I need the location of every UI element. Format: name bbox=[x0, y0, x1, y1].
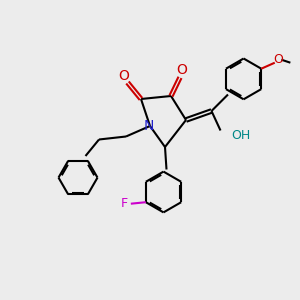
Text: O: O bbox=[118, 69, 129, 83]
Text: OH: OH bbox=[231, 128, 250, 142]
Text: O: O bbox=[273, 53, 283, 66]
Text: O: O bbox=[176, 63, 187, 77]
Text: N: N bbox=[143, 119, 154, 133]
Text: F: F bbox=[121, 197, 128, 210]
